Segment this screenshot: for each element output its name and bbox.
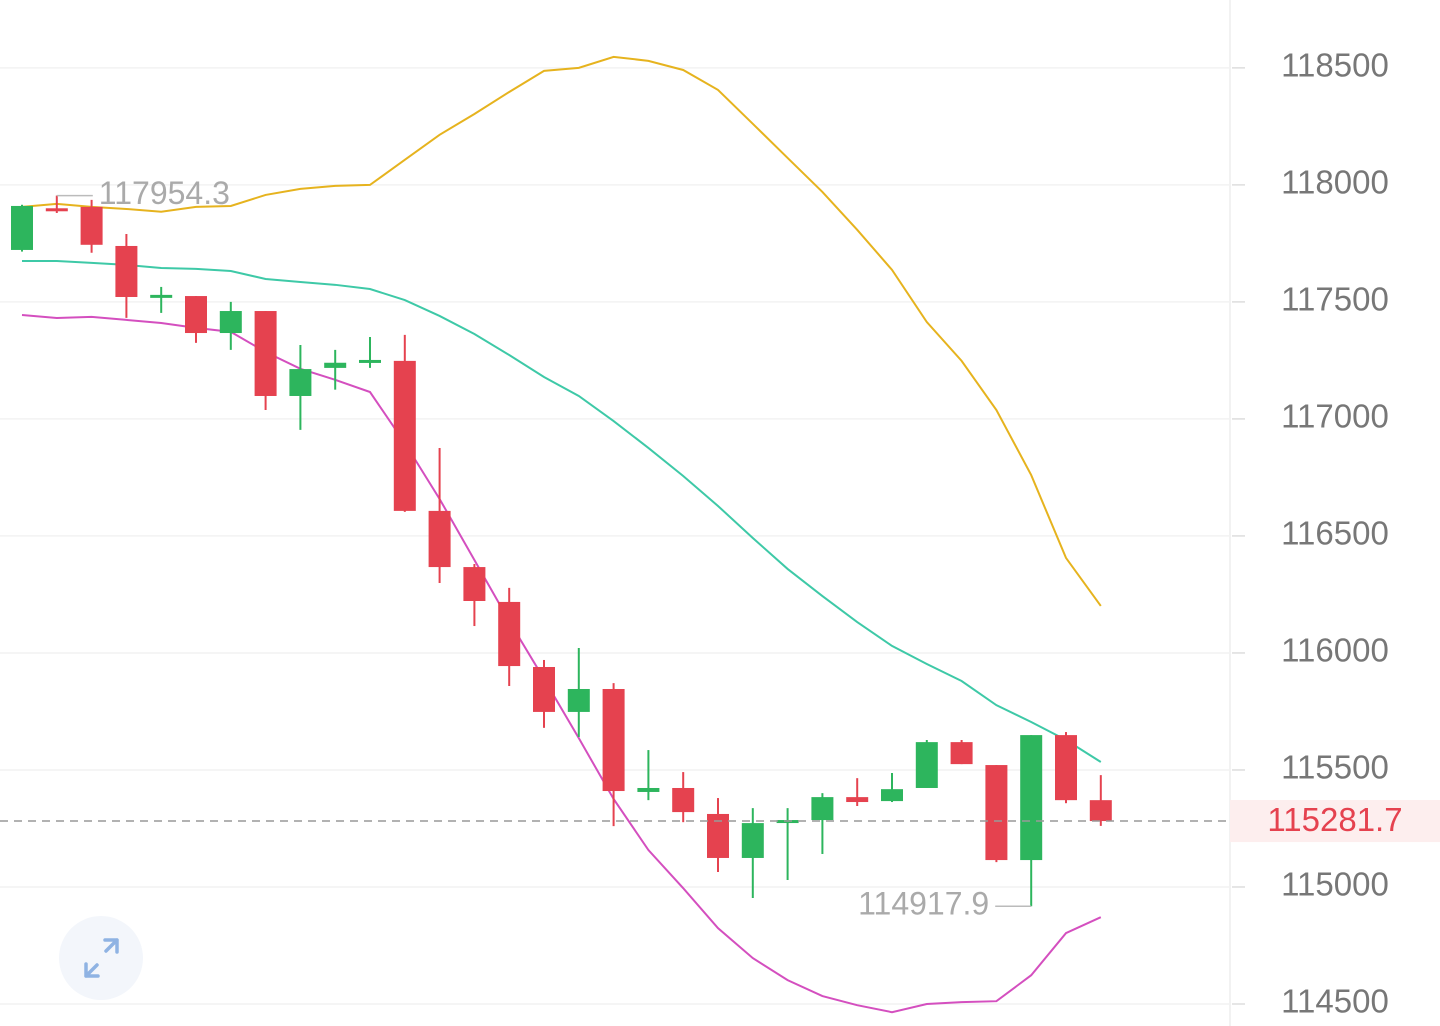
- y-tick-label: 115000: [1281, 866, 1389, 903]
- expand-button[interactable]: [59, 916, 143, 1000]
- candle-body: [393, 360, 416, 511]
- candle-body: [11, 205, 33, 250]
- candle-body: [115, 245, 138, 297]
- candle-body: [324, 362, 347, 368]
- candle-body: [707, 813, 729, 858]
- expand-button-bg[interactable]: [59, 916, 143, 1000]
- candle-body: [533, 666, 555, 712]
- candle-body: [741, 823, 764, 858]
- candle-body: [672, 787, 695, 813]
- candle-body: [1089, 800, 1112, 822]
- last-price-label: 115281.7: [1267, 801, 1402, 838]
- candle-body: [185, 296, 207, 334]
- expand-icon[interactable]: [84, 938, 119, 978]
- candle-body: [150, 294, 173, 298]
- candle-body: [846, 797, 869, 803]
- candle-body: [637, 787, 660, 792]
- candle-body: [254, 311, 277, 396]
- last-price-box: [1230, 800, 1440, 843]
- candle-body: [498, 601, 521, 667]
- candle-body: [428, 510, 451, 568]
- candle-body: [881, 789, 903, 802]
- candle-body: [80, 206, 103, 245]
- candle-body: [985, 765, 1008, 861]
- y-tick-label: 118500: [1281, 47, 1389, 84]
- candle-body: [219, 311, 242, 334]
- candle-body: [45, 208, 68, 212]
- candle-body: [1020, 735, 1043, 861]
- candle-body: [289, 369, 312, 396]
- min-label: 114917.9: [858, 886, 989, 922]
- y-tick-label: 116500: [1281, 515, 1389, 552]
- candle-body: [1055, 735, 1077, 801]
- y-tick-label: 117500: [1281, 281, 1389, 318]
- y-tick-label: 116000: [1281, 632, 1389, 669]
- y-tick-label: 117000: [1281, 398, 1389, 435]
- candle-body: [567, 688, 590, 712]
- y-tick-label: 114500: [1281, 983, 1389, 1020]
- candle-body: [915, 742, 938, 788]
- band-line: [22, 259, 1102, 763]
- y-tick-label: 118000: [1281, 164, 1389, 201]
- candle-body: [811, 797, 834, 821]
- candle-body: [463, 567, 486, 601]
- candle-body: [359, 359, 381, 363]
- candle-body: [602, 688, 625, 792]
- max-label: 117954.3: [99, 175, 230, 211]
- y-tick-label: 115500: [1281, 749, 1389, 786]
- candle-body: [950, 742, 973, 765]
- band-line: [21, 55, 1102, 607]
